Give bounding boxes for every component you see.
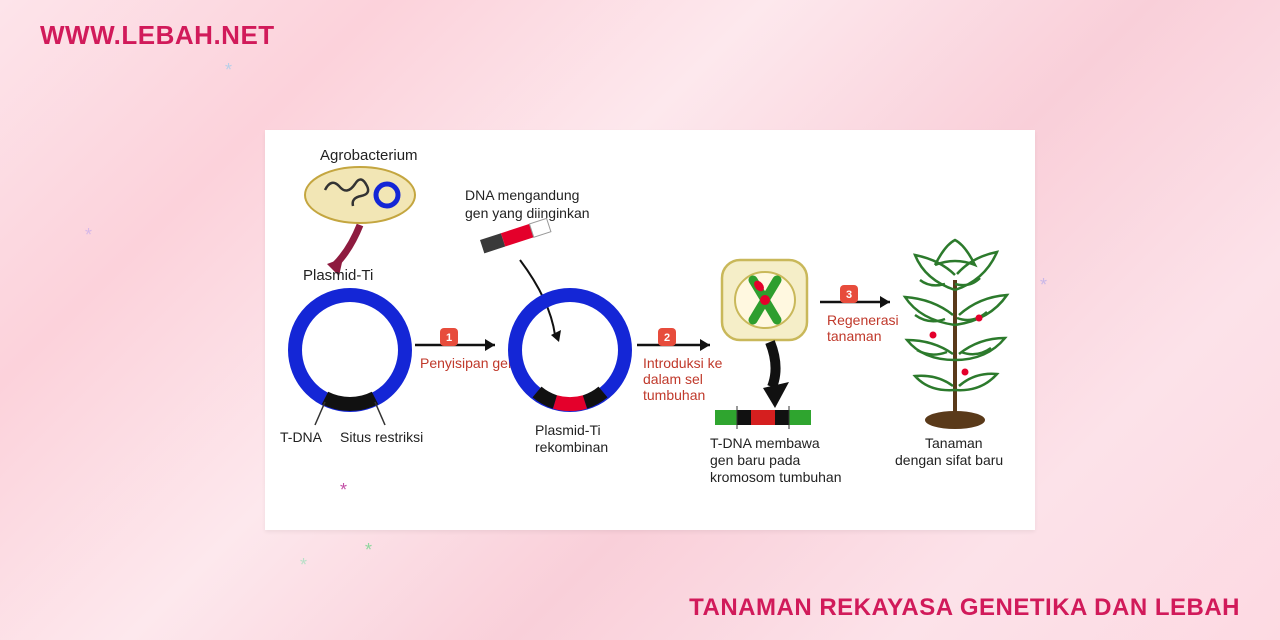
svg-text:Introduksi ke: Introduksi ke: [643, 355, 723, 371]
svg-text:gen yang diinginkan: gen yang diinginkan: [465, 205, 590, 221]
sparkle: *: [85, 225, 92, 246]
step1-arrow: 1 Penyisipan gen: [415, 328, 516, 371]
watermark-top: WWW.LEBAH.NET: [40, 20, 275, 51]
svg-text:2: 2: [664, 332, 670, 344]
svg-text:T-DNA membawa: T-DNA membawa: [710, 435, 820, 451]
svg-text:Regenerasi: Regenerasi: [827, 312, 899, 328]
agrobacterium-cell: Agrobacterium: [305, 147, 418, 223]
sparkle: *: [225, 60, 232, 81]
svg-text:dalam sel: dalam sel: [643, 371, 703, 387]
plasmid-recombinant: [515, 295, 625, 405]
plasmid-ti-ring: [295, 295, 405, 405]
svg-text:DNA mengandung: DNA mengandung: [465, 187, 579, 203]
svg-text:kromosom tumbuhan: kromosom tumbuhan: [710, 469, 842, 485]
plant-cell: [722, 260, 807, 340]
sparkle: *: [1040, 275, 1047, 296]
step3-arrow: 3 Regenerasi tanaman: [820, 285, 899, 344]
diagram-svg: Agrobacterium Plasmid-Ti T-DNA Situs res…: [265, 130, 1035, 530]
restriksi-label: Situs restriksi: [340, 429, 423, 445]
step2-arrow: 2 Introduksi ke dalam sel tumbuhan: [637, 328, 723, 403]
agro-label: Agrobacterium: [320, 147, 418, 164]
svg-text:rekombinan: rekombinan: [535, 439, 608, 455]
svg-text:1: 1: [446, 332, 452, 344]
tdna-label: T-DNA: [280, 429, 323, 445]
svg-text:Tanaman: Tanaman: [925, 435, 983, 451]
svg-text:tumbuhan: tumbuhan: [643, 387, 705, 403]
plant: [905, 240, 1007, 429]
svg-text:3: 3: [846, 289, 852, 301]
svg-text:dengan sifat baru: dengan sifat baru: [895, 452, 1003, 468]
tdna-bar: [715, 406, 811, 429]
sparkle: *: [300, 555, 307, 576]
svg-text:Penyisipan gen: Penyisipan gen: [420, 355, 516, 371]
dna-fragment: DNA mengandung gen yang diinginkan: [465, 187, 590, 253]
svg-text:Plasmid-Ti: Plasmid-Ti: [535, 422, 601, 438]
plasmid-ti-label: Plasmid-Ti: [303, 267, 373, 284]
svg-text:tanaman: tanaman: [827, 328, 881, 344]
diagram-panel: Agrobacterium Plasmid-Ti T-DNA Situs res…: [265, 130, 1035, 530]
svg-text:gen baru pada: gen baru pada: [710, 452, 801, 468]
watermark-bottom: TANAMAN REKAYASA GENETIKA DAN LEBAH: [689, 594, 1240, 622]
sparkle: *: [365, 540, 372, 561]
